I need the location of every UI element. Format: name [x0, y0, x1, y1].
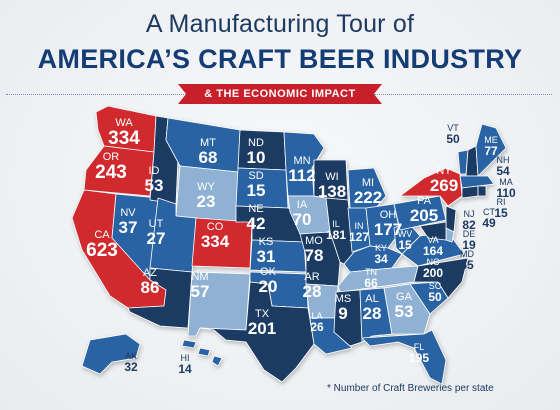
- state-ma: [459, 175, 495, 189]
- label-ms: MS 9: [334, 293, 352, 323]
- divider-right: [374, 94, 552, 95]
- label-id: ID 53: [144, 165, 164, 195]
- label-fl: FL 195: [408, 342, 430, 365]
- label-tx: TX 201: [247, 308, 277, 338]
- label-al: AL 28: [362, 293, 382, 323]
- label-mn: MN 112: [288, 155, 316, 185]
- state-ct: [461, 185, 479, 199]
- state-ga: [383, 283, 431, 335]
- label-il: IL 181: [325, 219, 347, 242]
- state-ms: [333, 289, 363, 347]
- label-sc: SC 50: [428, 281, 442, 304]
- divider-left: [6, 94, 186, 95]
- label-mi: MI 222: [353, 177, 383, 207]
- label-mo: MO 78: [304, 235, 324, 265]
- label-nh: NH 54: [496, 155, 510, 178]
- label-co: CO 334: [200, 221, 230, 251]
- label-hi: HI 14: [178, 353, 192, 376]
- label-nv: NV 37: [118, 207, 138, 237]
- label-wa: WA 334: [108, 117, 140, 149]
- title-line-2: AMERICA’S CRAFT BEER INDUSTRY: [37, 44, 523, 74]
- label-ga: GA 53: [394, 291, 414, 321]
- label-sd: SD 15: [246, 170, 266, 200]
- label-ky: KY 34: [374, 243, 388, 266]
- state-tx: [199, 281, 315, 383]
- label-ca: CA 623: [86, 229, 118, 261]
- state-hi: [181, 339, 223, 367]
- state-ny: [399, 167, 463, 207]
- label-va: VA 164: [422, 235, 444, 258]
- footnote: * Number of Craft Breweries per state: [327, 383, 494, 394]
- state-fl: [361, 329, 447, 385]
- label-ia: IA 70: [292, 199, 312, 229]
- label-ok: OK 20: [258, 266, 278, 296]
- label-nj: NJ 82: [462, 209, 476, 232]
- state-md: [419, 221, 447, 241]
- label-la: LA 26: [310, 311, 324, 334]
- label-ak: AK 32: [124, 351, 138, 374]
- label-ks: KS 31: [256, 236, 276, 266]
- state-or: [83, 145, 155, 197]
- state-ri: [477, 185, 487, 197]
- state-ak: [81, 333, 141, 375]
- label-wi: WI 138: [317, 171, 347, 201]
- label-ct: CT 49: [482, 207, 496, 230]
- state-mn: [283, 131, 325, 197]
- label-az: AZ 86: [140, 267, 160, 297]
- label-wy: WY 23: [196, 181, 216, 211]
- state-mi: [347, 167, 387, 211]
- label-nm: NM 57: [190, 271, 210, 301]
- subtitle-ribbon: & THE ECONOMIC IMPACT: [178, 84, 382, 104]
- label-nc: NC 200: [422, 257, 444, 280]
- label-tn: TN 66: [364, 267, 378, 290]
- state-oh: [365, 203, 401, 249]
- label-me: ME 77: [484, 135, 498, 158]
- label-vt: VT 50: [446, 123, 460, 146]
- label-wv: WV 15: [397, 229, 413, 252]
- label-ne: NE 42: [246, 203, 266, 233]
- label-mt: MT 68: [198, 137, 218, 167]
- state-al: [359, 287, 393, 343]
- label-md: MD 65: [460, 249, 474, 272]
- label-oh: OH 177: [373, 209, 403, 239]
- label-pa: PA 205: [409, 195, 439, 225]
- label-ma: MA 110: [496, 177, 516, 200]
- label-ny: NY 269: [429, 165, 459, 195]
- label-nd: ND 10: [246, 137, 266, 167]
- label-ut: UT 27: [146, 218, 166, 248]
- label-or: OR 243: [95, 151, 127, 183]
- label-de: DE 19: [462, 229, 476, 252]
- label-ar: AR 28: [302, 271, 322, 301]
- label-ri: RI 15: [494, 197, 508, 220]
- title-line-1: A Manufacturing Tour of: [145, 10, 415, 38]
- label-in: IN 127: [348, 221, 370, 244]
